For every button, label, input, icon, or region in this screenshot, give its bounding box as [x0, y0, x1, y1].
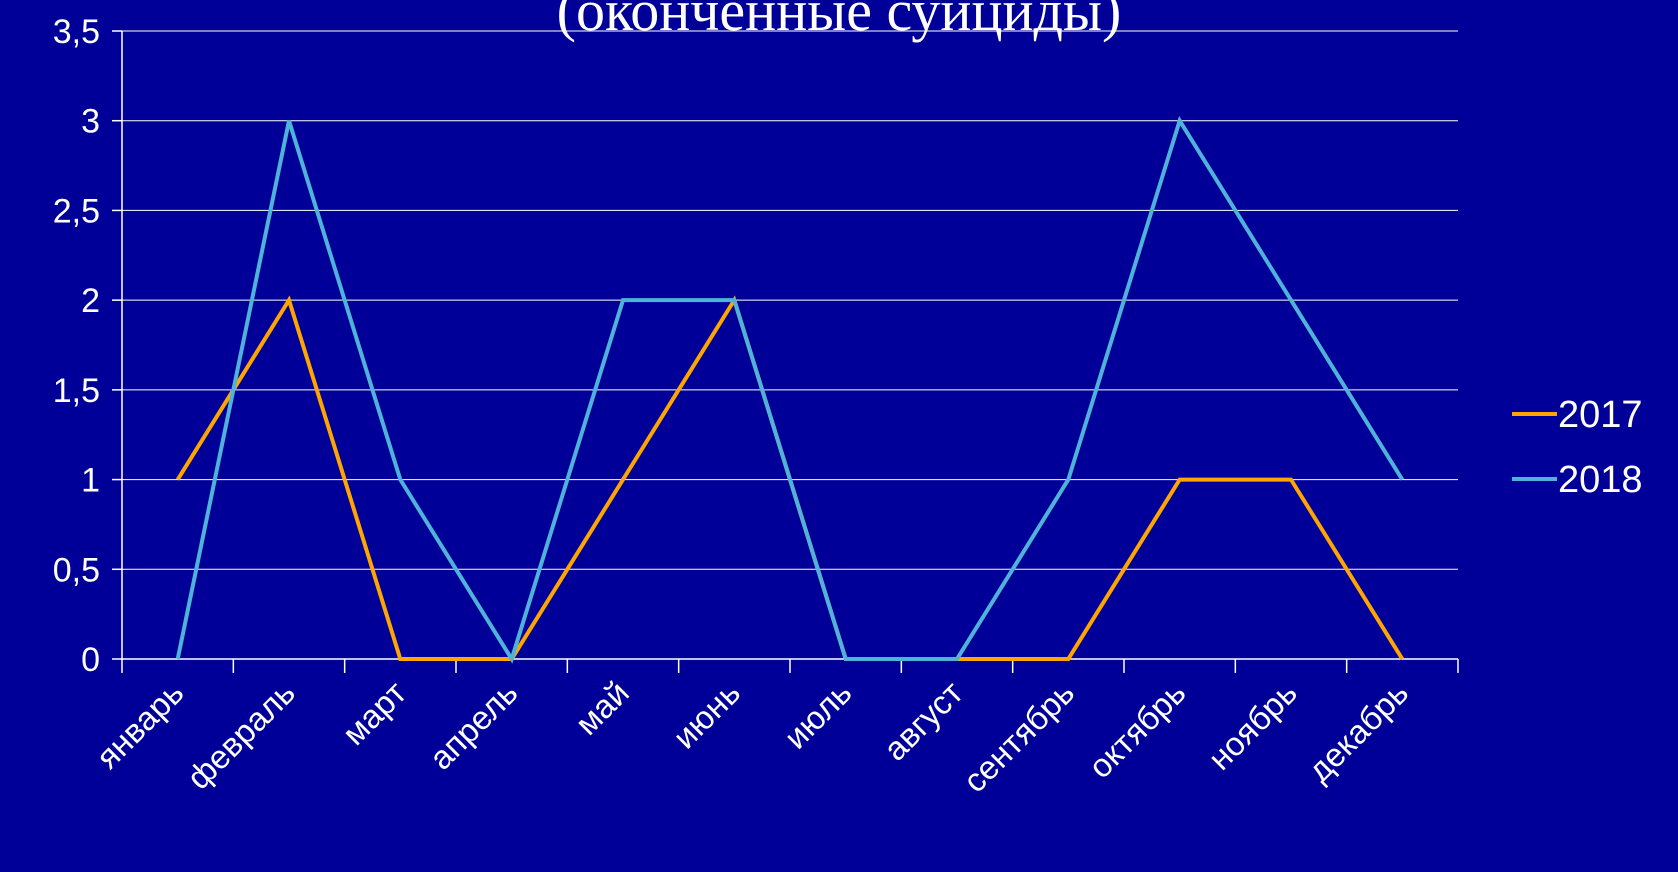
y-tick-label: 2,5 — [53, 192, 100, 230]
x-tick-label: август — [876, 674, 970, 768]
chart-title: (оконченные суициды) — [557, 0, 1122, 43]
x-tick-label: июль — [777, 674, 859, 756]
legend-label: 2017 — [1558, 394, 1643, 436]
y-tick-label: 1,5 — [53, 372, 100, 410]
y-tick-label: 3 — [81, 103, 100, 141]
gridlines — [122, 30, 1458, 570]
y-tick-labels: 0 0,5 1 1,5 2 2,5 3 3,5 — [53, 13, 100, 679]
y-tick-label: 1 — [81, 462, 100, 500]
y-tick-label: 0,5 — [53, 551, 100, 589]
x-tick-label: ноябрь — [1201, 674, 1304, 777]
x-tick-label: январь — [89, 674, 191, 776]
x-tick-label: март — [335, 674, 413, 752]
x-tick-label: сентябрь — [956, 674, 1082, 800]
x-tick-label: апрель — [422, 674, 525, 777]
legend-label: 2018 — [1558, 459, 1643, 501]
legend: 2017 2018 — [1512, 394, 1643, 501]
x-tick-label: февраль — [179, 674, 301, 796]
x-tick-label: май — [568, 674, 636, 742]
series-line-2018 — [175, 115, 1404, 664]
y-tick-label: 0 — [81, 641, 100, 679]
y-tick-label: 2 — [81, 282, 100, 320]
axes — [112, 30, 1459, 673]
x-tick-label: июнь — [666, 674, 748, 756]
series-lines — [175, 115, 1404, 664]
y-tick-label: 3,5 — [53, 13, 100, 51]
x-tick-label: октябрь — [1081, 674, 1192, 785]
x-tick-label: декабрь — [1300, 674, 1415, 789]
